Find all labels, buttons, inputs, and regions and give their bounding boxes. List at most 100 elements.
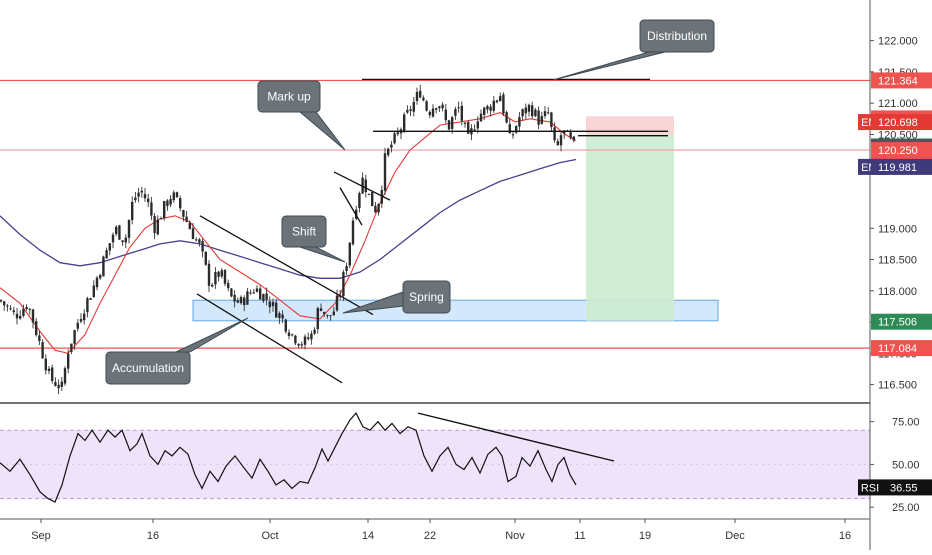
- candle-body: [473, 129, 476, 131]
- rsi-tick-label: 75.00: [892, 417, 920, 429]
- ema-fast-badge: EMA120.698: [858, 114, 932, 131]
- trendline-5: [333, 171, 391, 201]
- price-tick-label: 119.000: [878, 223, 917, 235]
- trendline-6: [339, 187, 363, 226]
- callout-distribution: Distribution: [552, 19, 715, 81]
- candle-body: [265, 293, 268, 300]
- candle-body: [57, 384, 60, 389]
- candle-body: [419, 90, 422, 98]
- candle-body: [124, 237, 127, 243]
- candle-body: [310, 333, 313, 340]
- candle-body: [195, 239, 198, 241]
- candle-body: [332, 311, 335, 316]
- candle-body: [204, 251, 207, 265]
- candle-body: [303, 336, 307, 345]
- callout-box: [257, 80, 321, 113]
- candle-body: [342, 272, 345, 297]
- candle-body: [425, 101, 428, 111]
- candle-body: [483, 107, 486, 116]
- callout-spring: Spring: [342, 280, 451, 314]
- ema-fast-badge-value-bg: [871, 114, 932, 131]
- candle-body: [86, 298, 89, 313]
- time-tick-label: 22: [424, 530, 436, 542]
- candle-body: [511, 134, 515, 136]
- candle-body: [243, 297, 246, 306]
- zone-2: [586, 134, 674, 321]
- candle-body: [291, 334, 294, 336]
- candle-body: [127, 220, 131, 238]
- candle-body: [521, 109, 524, 117]
- ema-slow-badge: EMA119.981: [858, 158, 932, 175]
- candle-body: [358, 193, 361, 209]
- candle-body: [460, 105, 463, 121]
- candle-body: [387, 148, 390, 156]
- candle-body: [553, 127, 556, 141]
- candle-body: [383, 153, 387, 191]
- candle-body: [67, 353, 70, 369]
- candle-body: [188, 222, 191, 230]
- trendline-4: [196, 293, 343, 384]
- ema-slow-badge-value: 119.981: [878, 162, 917, 174]
- candle-body: [166, 200, 169, 207]
- candle-body: [495, 100, 499, 103]
- price-label-bg: [871, 313, 932, 330]
- candle-body: [102, 256, 105, 277]
- callout-box: [402, 280, 451, 314]
- candle-body: [41, 342, 44, 359]
- candle-body: [60, 381, 63, 387]
- zone-1: [586, 116, 674, 135]
- rsi-tick-label: 50.00: [892, 459, 920, 471]
- rsi-badge-tag-bg: [858, 479, 882, 496]
- candle-body: [543, 111, 547, 117]
- candle-body: [73, 330, 76, 344]
- candle-body: [201, 241, 204, 252]
- candle-body: [300, 344, 303, 346]
- candle-body: [89, 298, 92, 300]
- candle-body: [140, 190, 143, 193]
- candle-body: [143, 194, 147, 199]
- rsi-line: [0, 412, 577, 503]
- price-label-bg: [871, 340, 932, 357]
- candle-body: [444, 109, 447, 121]
- candle-body: [99, 275, 102, 279]
- callout-mark-up: Mark up: [257, 80, 346, 151]
- candle-body: [438, 106, 441, 109]
- candle-body: [207, 263, 211, 286]
- price-label: 120.250: [878, 145, 918, 157]
- candle-body: [457, 107, 460, 109]
- candle-body: [364, 179, 367, 193]
- candle-body: [28, 308, 31, 310]
- callout-tail: [552, 51, 666, 81]
- candle-body: [227, 282, 230, 289]
- candle-body: [479, 113, 483, 122]
- candle-body: [537, 110, 540, 125]
- candle-body: [396, 132, 399, 135]
- candle-body: [319, 308, 323, 312]
- candle-body: [76, 322, 79, 329]
- candle-body: [403, 114, 406, 132]
- candle-body: [220, 270, 223, 277]
- candle-body: [134, 197, 137, 201]
- candle-body: [361, 177, 364, 194]
- price-tick-label: 121.000: [878, 98, 918, 110]
- candle-body: [83, 313, 86, 321]
- candle-body: [0, 299, 3, 302]
- callout-accumulation: Accumulation: [105, 317, 249, 385]
- rsi-divergence-line: [417, 412, 615, 462]
- candle-body: [572, 136, 575, 141]
- candle-body: [147, 198, 150, 203]
- candle-body: [316, 308, 319, 330]
- callout-shift: Shift: [281, 215, 346, 263]
- candle-body: [313, 329, 316, 334]
- ema-slow-line: [0, 158, 577, 279]
- candle-body: [12, 310, 15, 313]
- candle-body: [367, 193, 371, 195]
- candle-body: [150, 202, 153, 216]
- candle-body: [371, 192, 374, 207]
- callout-text: Mark up: [267, 90, 311, 104]
- candle-body: [105, 250, 108, 259]
- candle-body: [175, 192, 179, 198]
- candle-body: [502, 94, 505, 114]
- candle-body: [447, 120, 451, 130]
